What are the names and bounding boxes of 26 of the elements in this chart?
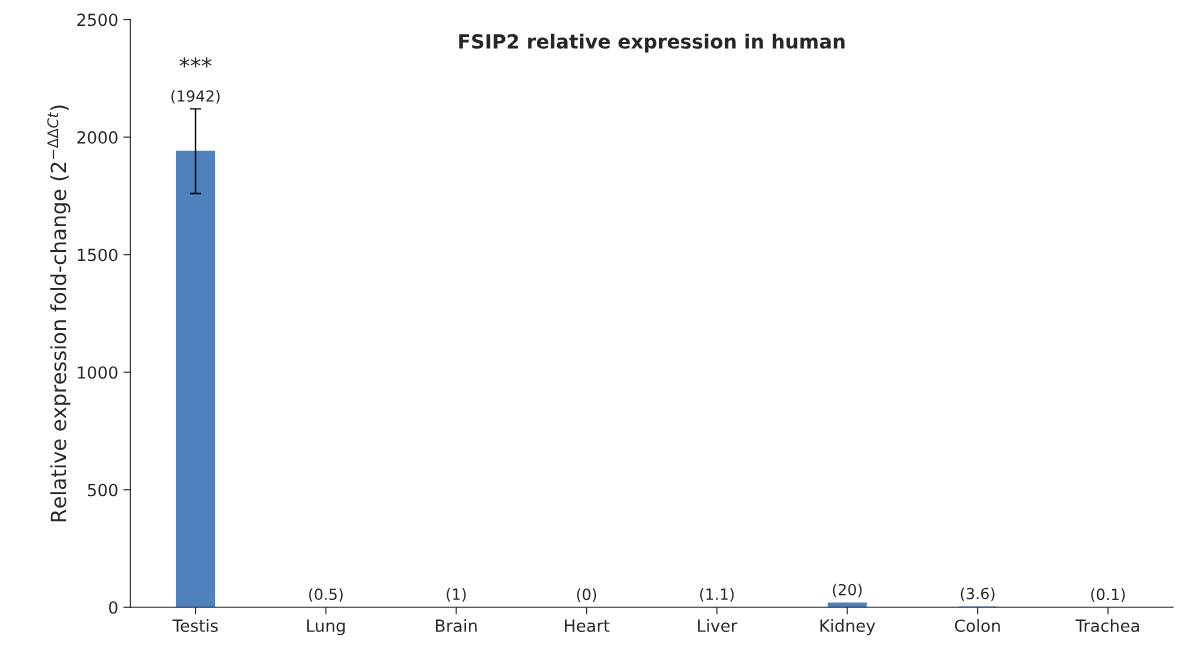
y-tick-label: 0 [109,601,118,614]
data-label: (1) [446,588,466,602]
bar [175,150,216,608]
y-axis-title: Relative expression fold-change (2$^{−ΔΔCt}$) [47,105,71,522]
data-label: (0) [577,588,597,602]
data-label: (1942) [171,89,220,104]
x-tick-label: Liver [698,619,738,632]
data-label: (0.1) [1091,588,1125,602]
data-label: (20) [832,583,862,598]
x-tick-label: Brain [436,619,477,632]
data-label: (3.6) [960,587,995,602]
annotation: *** [179,57,212,68]
data-label: (0.5) [309,588,343,602]
y-tick-label: 1000 [77,366,118,379]
x-tick-label: Trachea [1075,619,1139,632]
x-tick-label: Kidney [820,619,876,636]
y-tick-label: 1500 [77,248,118,262]
x-tick-label: Testis [172,619,218,632]
y-tick-label: 500 [88,483,118,497]
x-tick-label: Heart [565,619,610,632]
x-tick-label: Colon [954,619,1000,632]
text: FSIP2 relative expression in human [459,33,845,53]
x-tick-label: Lung [307,619,345,636]
y-tick-label: 2500 [77,13,118,27]
data-label: (1.1) [700,588,734,602]
y-tick-label: 2000 [77,131,118,144]
